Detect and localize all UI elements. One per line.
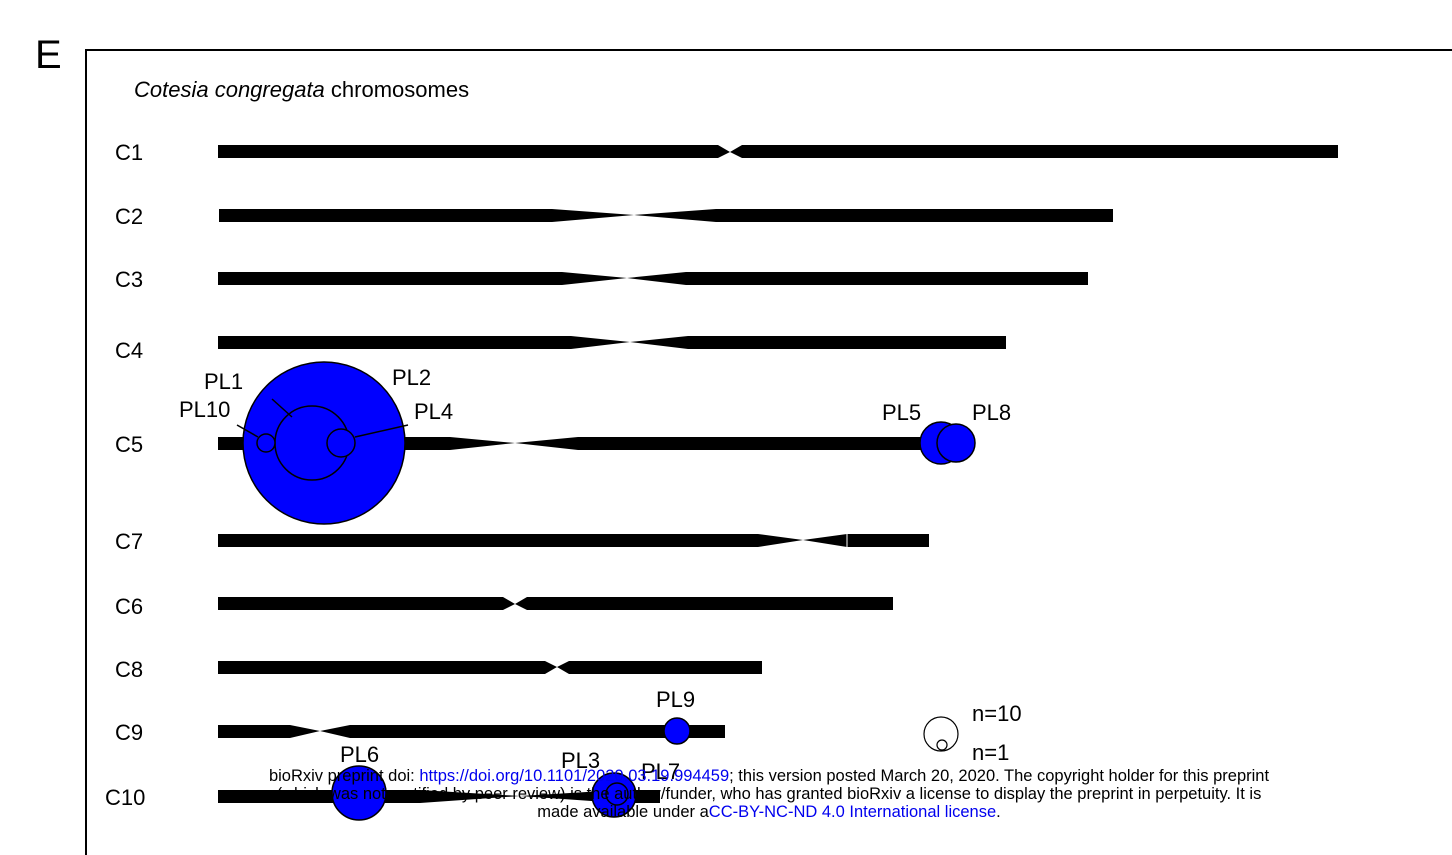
footer-license-prefix: made available under a [537, 803, 709, 821]
locus-group: PL1 PL2 PL10 PL4 PL5 PL8 PL9 PL6 PL3 PL7 [179, 361, 1011, 821]
locus-circle-pl6 [331, 765, 387, 821]
chromosome-label: C3 [115, 267, 143, 292]
leader-line-pl10 [236, 424, 259, 438]
chromosome-label: C7 [115, 529, 143, 554]
locus-circle-pl9 [663, 717, 691, 745]
chromosome-bar-c3 [218, 272, 1088, 285]
chromosome-label: C5 [115, 432, 143, 457]
legend-label-large: n=10 [972, 701, 1022, 726]
legend-circle-small [936, 739, 948, 751]
locus-label-pl5: PL5 [882, 400, 921, 425]
locus-label-pl9: PL9 [656, 687, 695, 712]
leader-line-pl1 [271, 398, 293, 418]
doi-link[interactable]: https://doi.org/10.1101/2020.03.19.99445… [419, 767, 730, 785]
legend-circle-large [923, 716, 959, 752]
chromosome-bar-c10 [218, 790, 660, 803]
footer-suffix: ; this version posted March 20, 2020. Th… [729, 767, 1270, 785]
footer-license-suffix: . [996, 803, 1001, 821]
chromosome-label: C1 [115, 140, 143, 165]
size-legend: n=10 n=1 [923, 701, 1022, 765]
locus-circle-pl7 [605, 782, 629, 806]
footer-line-1: bioRxiv preprint doi: https://doi.org/10… [86, 767, 1452, 785]
title-species: Cotesia congregata [134, 77, 325, 102]
chromosome-bar-c7 [218, 534, 929, 547]
chromosome-bar-c1 [218, 145, 1338, 158]
locus-label-pl7: PL7 [641, 759, 680, 784]
chromosome-label: C9 [115, 720, 143, 745]
locus-label-pl2: PL2 [392, 365, 431, 390]
chromosome-label: C10 [105, 785, 145, 810]
chromosome-group: C1 C2 C3 C4 C5 C7 C6 C8 C9 [115, 140, 1338, 803]
license-link[interactable]: CC-BY-NC-ND 4.0 International license [708, 803, 997, 821]
chromosome-label: C6 [115, 594, 143, 619]
chromosome-bar-c4 [218, 336, 1006, 349]
locus-label-pl1: PL1 [204, 369, 243, 394]
chromosome-bar-c5 [218, 437, 972, 450]
panel-letter: E [35, 33, 62, 77]
locus-label-pl4: PL4 [414, 399, 453, 424]
chromosome-bar-c8 [218, 661, 762, 674]
locus-label-pl10: PL10 [179, 397, 230, 422]
locus-label-pl6: PL6 [340, 742, 379, 767]
chromosome-label: C8 [115, 657, 143, 682]
locus-label-pl8: PL8 [972, 400, 1011, 425]
chromosome-bar-c2 [219, 209, 1113, 222]
footer-line-3: made available under aCC-BY-NC-ND 4.0 In… [86, 803, 1452, 821]
legend-label-small: n=1 [972, 740, 1009, 765]
locus-circle-pl8 [936, 423, 976, 463]
footer-prefix: bioRxiv preprint doi: [268, 767, 420, 785]
chart-title: Cotesia congregata chromosomes [134, 77, 469, 102]
leader-line-pl4 [354, 424, 409, 438]
footer-line-2: (which was not certified by peer review)… [276, 785, 1262, 803]
chromosome-bar-c6 [218, 597, 893, 610]
chromosome-label: C4 [115, 338, 143, 363]
panel-frame [85, 49, 1452, 855]
locus-circle-pl10 [256, 433, 276, 453]
locus-label-pl3: PL3 [561, 748, 600, 773]
chromosome-label: C2 [115, 204, 143, 229]
chromosome-bar-c9 [218, 725, 725, 738]
locus-circle-pl4 [326, 428, 356, 458]
title-rest: chromosomes [325, 77, 469, 102]
preprint-footer: bioRxiv preprint doi: https://doi.org/10… [86, 767, 1452, 821]
